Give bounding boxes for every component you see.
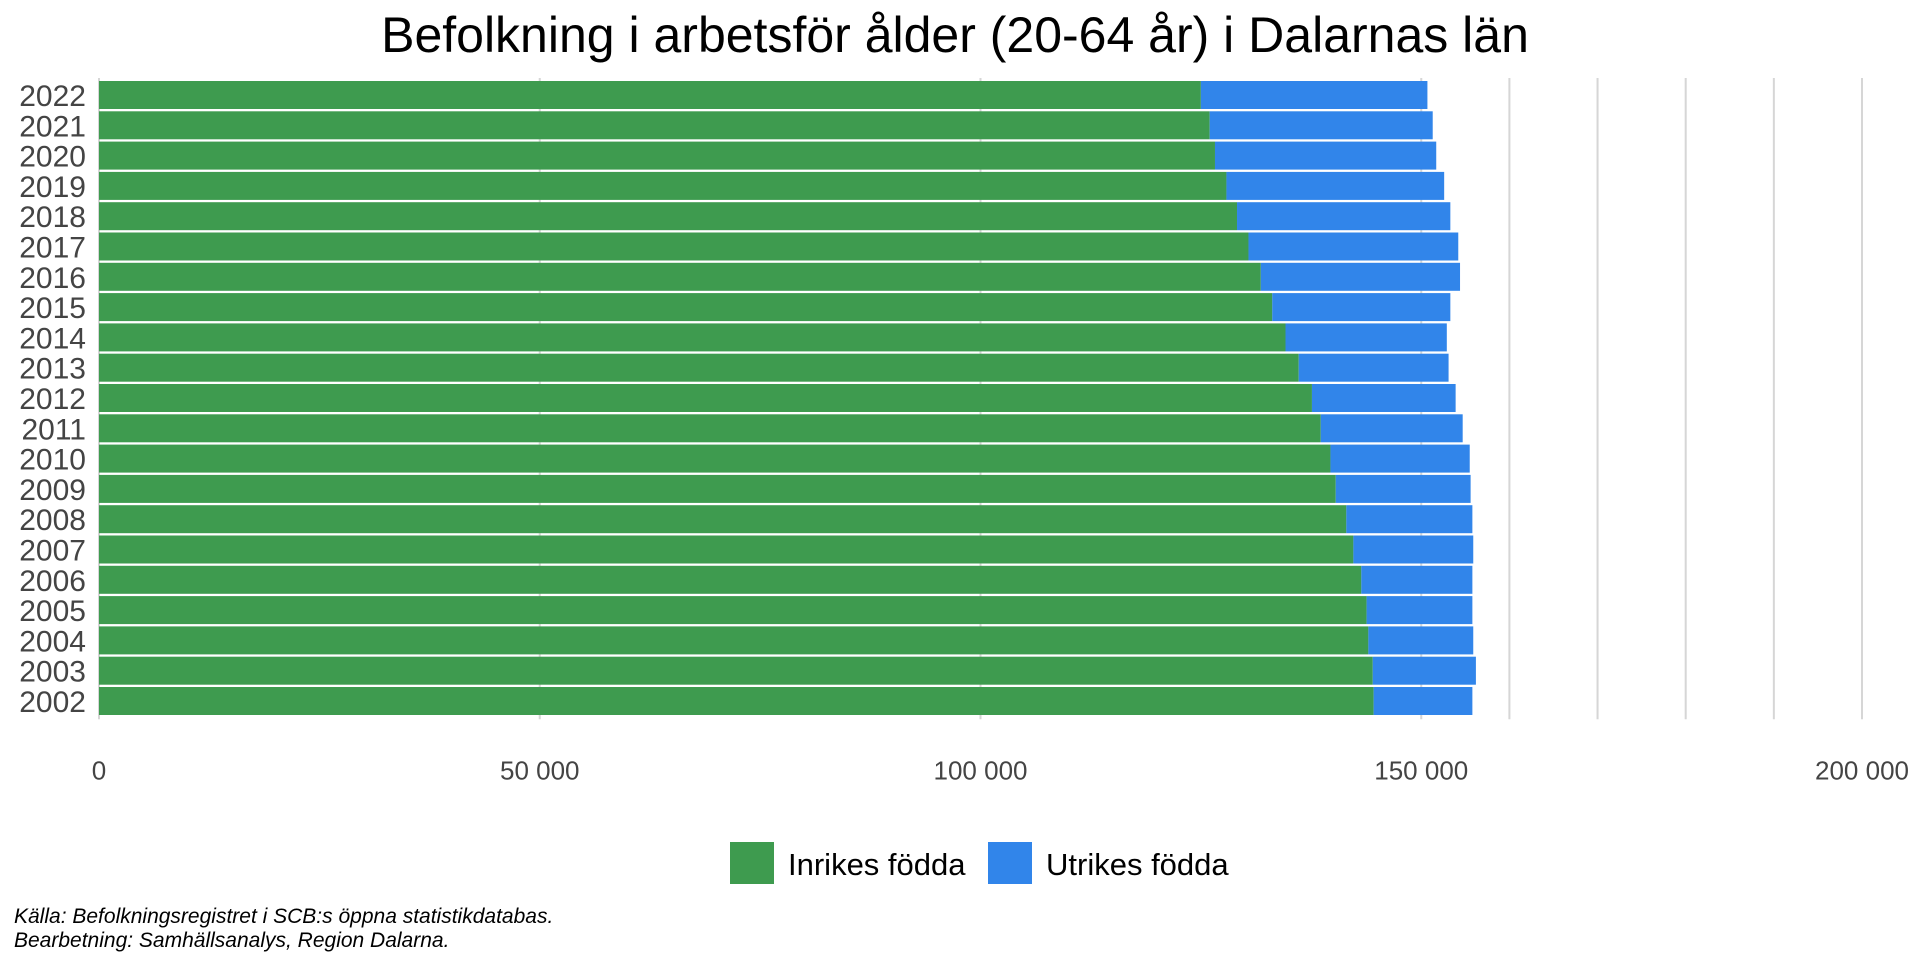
bar-utrikes-2012 bbox=[1311, 384, 1456, 412]
bar-inrikes-2008 bbox=[99, 505, 1347, 534]
bar-utrikes-2017 bbox=[1248, 232, 1459, 261]
bar-inrikes-2019 bbox=[99, 171, 1227, 200]
legend-label-inrikes: Inrikes födda bbox=[788, 847, 966, 882]
bar-utrikes-2009 bbox=[1335, 474, 1471, 503]
x-tick-label: 200 000 bbox=[1815, 755, 1909, 785]
bar-inrikes-2007 bbox=[99, 535, 1354, 564]
y-tick-label: 2012 bbox=[19, 383, 86, 416]
y-tick-label: 2003 bbox=[19, 656, 86, 689]
bar-inrikes-2016 bbox=[99, 262, 1261, 291]
bar-inrikes-2009 bbox=[99, 474, 1336, 503]
y-tick-label: 2006 bbox=[19, 565, 86, 598]
x-tick-label: 150 000 bbox=[1374, 755, 1468, 785]
bar-utrikes-2007 bbox=[1353, 535, 1474, 564]
y-tick-label: 2008 bbox=[19, 504, 86, 537]
y-tick-label: 2020 bbox=[19, 141, 86, 174]
bar-inrikes-2014 bbox=[99, 323, 1286, 352]
bar-utrikes-2018 bbox=[1237, 202, 1451, 231]
y-axis-labels: 2022202120202019201820172016201520142013… bbox=[19, 80, 86, 719]
bar-inrikes-2013 bbox=[99, 353, 1299, 382]
bar-utrikes-2004 bbox=[1368, 626, 1474, 655]
y-tick-label: 2002 bbox=[19, 686, 86, 719]
bar-inrikes-2003 bbox=[99, 656, 1373, 685]
y-tick-label: 2013 bbox=[19, 353, 86, 386]
bar-inrikes-2018 bbox=[99, 202, 1238, 231]
bar-inrikes-2020 bbox=[99, 141, 1215, 170]
bar-inrikes-2021 bbox=[99, 111, 1210, 140]
legend-label-utrikes: Utrikes födda bbox=[1046, 847, 1229, 882]
y-tick-label: 2016 bbox=[19, 262, 86, 295]
bar-inrikes-2002 bbox=[99, 687, 1374, 715]
y-tick-label: 2007 bbox=[19, 535, 86, 568]
bar-utrikes-2014 bbox=[1285, 323, 1447, 352]
bar-utrikes-2013 bbox=[1298, 353, 1449, 382]
bar-utrikes-2022 bbox=[1200, 81, 1428, 109]
bar-utrikes-2002 bbox=[1373, 687, 1473, 715]
legend-swatch-utrikes bbox=[988, 842, 1032, 884]
bar-inrikes-2017 bbox=[99, 232, 1249, 261]
bar-inrikes-2012 bbox=[99, 384, 1312, 412]
bar-utrikes-2006 bbox=[1361, 565, 1473, 594]
bar-inrikes-2011 bbox=[99, 414, 1321, 443]
source-caption: Källa: Befolkningsregistret i SCB:s öppn… bbox=[14, 905, 554, 928]
bar-inrikes-2010 bbox=[99, 444, 1331, 473]
y-tick-label: 2018 bbox=[19, 201, 86, 234]
y-tick-label: 2004 bbox=[19, 625, 86, 658]
bar-inrikes-2004 bbox=[99, 626, 1369, 655]
chart-title: Befolkning i arbetsför ålder (20-64 år) … bbox=[381, 7, 1529, 63]
x-axis-labels: 0 50 000 100 000 150 000 200 000 bbox=[92, 755, 1909, 785]
y-tick-label: 2009 bbox=[19, 474, 86, 507]
x-tick-label: 50 000 bbox=[500, 755, 580, 785]
y-tick-label: 2017 bbox=[19, 232, 86, 265]
y-tick-label: 2021 bbox=[19, 110, 86, 143]
bar-inrikes-2006 bbox=[99, 565, 1362, 594]
bar-utrikes-2008 bbox=[1346, 505, 1473, 534]
bar-utrikes-2016 bbox=[1260, 262, 1461, 291]
x-tick-label: 100 000 bbox=[934, 755, 1028, 785]
y-tick-label: 2022 bbox=[19, 80, 86, 113]
y-tick-label: 2011 bbox=[21, 413, 86, 446]
bar-utrikes-2011 bbox=[1320, 414, 1463, 443]
bar-utrikes-2003 bbox=[1372, 656, 1476, 685]
x-tick-label: 0 bbox=[92, 755, 106, 785]
legend: Inrikes födda Utrikes födda bbox=[730, 842, 1229, 884]
bar-utrikes-2005 bbox=[1366, 596, 1473, 625]
bar-utrikes-2020 bbox=[1214, 141, 1437, 170]
y-tick-label: 2015 bbox=[19, 292, 86, 325]
y-tick-label: 2019 bbox=[19, 171, 86, 204]
y-tick-label: 2005 bbox=[19, 595, 86, 628]
bar-utrikes-2015 bbox=[1272, 293, 1451, 322]
bar-inrikes-2015 bbox=[99, 293, 1273, 322]
bar-utrikes-2019 bbox=[1226, 171, 1445, 200]
y-tick-label: 2014 bbox=[19, 322, 86, 355]
bar-utrikes-2021 bbox=[1209, 111, 1433, 140]
bar-utrikes-2010 bbox=[1330, 444, 1470, 473]
bars bbox=[99, 81, 1476, 715]
legend-swatch-inrikes bbox=[730, 842, 774, 884]
bar-inrikes-2005 bbox=[99, 596, 1367, 625]
processing-caption: Bearbetning: Samhällsanalys, Region Dala… bbox=[14, 929, 450, 952]
bar-inrikes-2022 bbox=[99, 81, 1201, 109]
y-tick-label: 2010 bbox=[19, 444, 86, 477]
